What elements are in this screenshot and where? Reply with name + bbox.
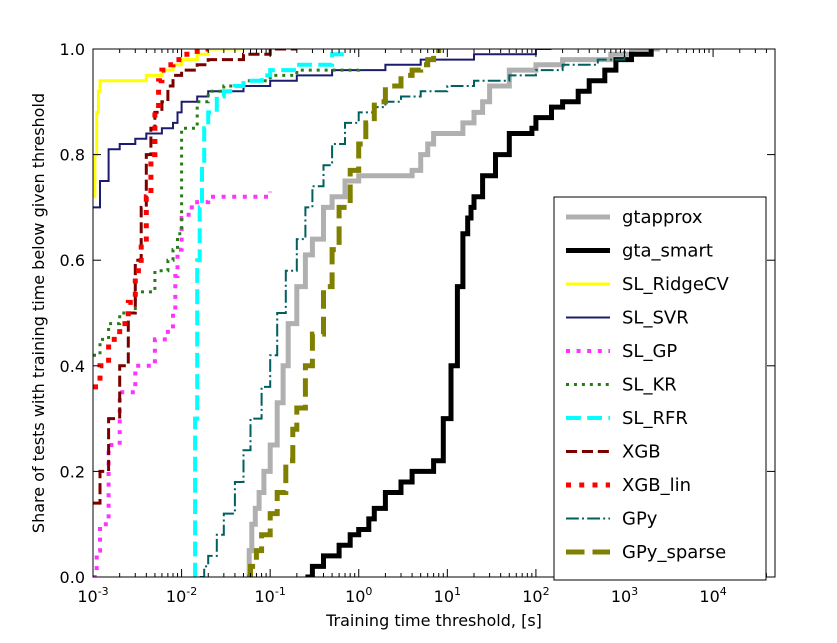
legend: gtapprox gta_smart SL_RidgeCV SL_SVR SL_GP SL… — [553, 196, 767, 581]
series-line-sl-ridgecv — [93, 49, 244, 199]
legend-label: XGB — [622, 442, 661, 463]
y-tick-label: 0.4 — [60, 357, 85, 376]
x-tick-label: 100 — [345, 585, 372, 606]
legend-box — [553, 196, 767, 581]
series-line-gpy — [199, 49, 626, 577]
x-axis-label: Training time threshold, [s] — [325, 611, 542, 630]
x-tick-label: 10-3 — [77, 585, 108, 606]
x-tick-label: 101 — [434, 585, 461, 606]
legend-label: SL_GP — [622, 341, 677, 362]
y-tick-label: 0.2 — [60, 462, 85, 481]
series-layer — [93, 49, 660, 577]
series-line-gta-smart — [305, 49, 654, 577]
legend-label: GPy — [622, 509, 658, 530]
y-tick-label: 1.0 — [60, 40, 85, 59]
y-tick-label: 0.0 — [60, 568, 85, 587]
x-tick-label: 103 — [611, 585, 638, 606]
legend-label: SL_KR — [622, 375, 677, 396]
y-tick-label: 0.6 — [60, 251, 85, 270]
legend-label: gtapprox — [622, 207, 703, 228]
series-line-gpy-sparse — [247, 49, 442, 577]
x-tick-label: 10-1 — [255, 585, 286, 606]
x-tick-label: 104 — [699, 585, 726, 606]
series-line-xgb-lin — [93, 49, 209, 390]
y-axis-label: Share of tests with training time below … — [29, 93, 48, 533]
series-line-sl-kr — [93, 64, 361, 357]
series-line-sl-rfr — [193, 49, 347, 577]
legend-label: gta_smart — [622, 241, 713, 262]
x-tick-label: 10-2 — [166, 585, 197, 606]
legend-label: SL_SVR — [622, 308, 689, 329]
legend-label: XGB_lin — [622, 475, 691, 496]
legend-label: GPy_sparse — [622, 542, 726, 563]
y-tick-label: 0.8 — [60, 146, 85, 165]
legend-label: SL_RidgeCV — [622, 274, 729, 295]
x-tick-label: 102 — [522, 585, 549, 606]
legend-label: SL_RFR — [622, 408, 688, 429]
